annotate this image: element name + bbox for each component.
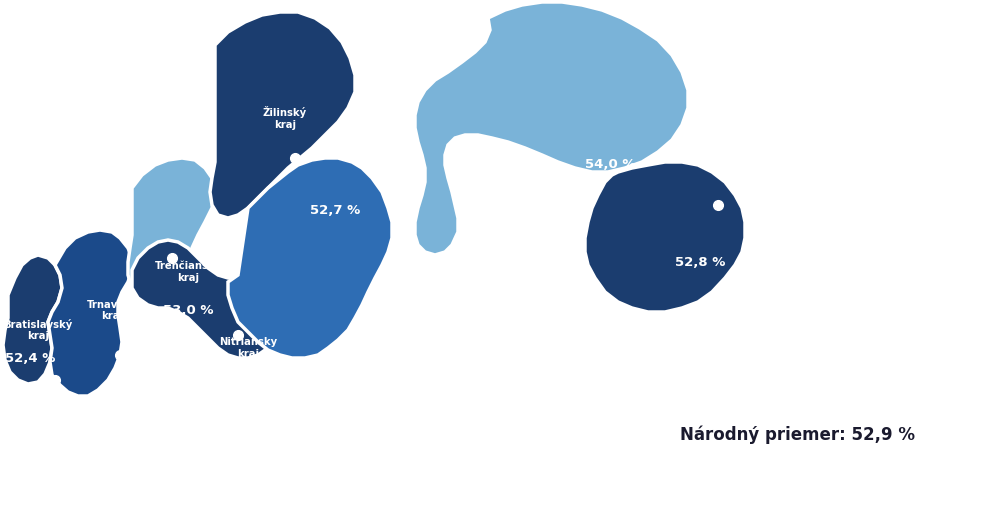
Text: Národný priemer: 52,9 %: Národný priemer: 52,9 % (679, 425, 914, 444)
Text: 54,0 %: 54,0 % (584, 158, 634, 171)
Polygon shape (3, 255, 62, 384)
Text: Banskobystrický
kraj: Banskobystrický kraj (392, 261, 484, 283)
Text: 53,0 %: 53,0 % (163, 303, 213, 316)
Polygon shape (132, 240, 297, 358)
Polygon shape (584, 162, 745, 312)
Text: Trnavský
kraj: Trnavský kraj (86, 299, 137, 321)
Text: Žilinský
kraj: Žilinský kraj (262, 106, 307, 130)
Text: 52,4 %: 52,4 % (5, 352, 55, 365)
Text: Prešovský kraj: Prešovský kraj (678, 143, 760, 154)
Text: 50,6 %: 50,6 % (413, 319, 463, 332)
Text: 52,6 %: 52,6 % (227, 388, 277, 401)
Text: 52,7 %: 52,7 % (309, 203, 360, 216)
Polygon shape (48, 230, 132, 396)
Text: 54,4 %: 54,4 % (75, 394, 125, 407)
Text: Bratislavský
kraj: Bratislavský kraj (3, 319, 73, 341)
Text: 52,8 %: 52,8 % (674, 256, 725, 268)
Text: Nitriansky
kraj: Nitriansky kraj (219, 337, 276, 359)
Polygon shape (128, 158, 215, 308)
Polygon shape (228, 158, 392, 358)
Polygon shape (210, 12, 355, 218)
Text: Trenčiansky
kraj: Trenčiansky kraj (154, 261, 222, 283)
Polygon shape (414, 2, 687, 255)
Text: Košický kraj: Košický kraj (785, 249, 853, 260)
